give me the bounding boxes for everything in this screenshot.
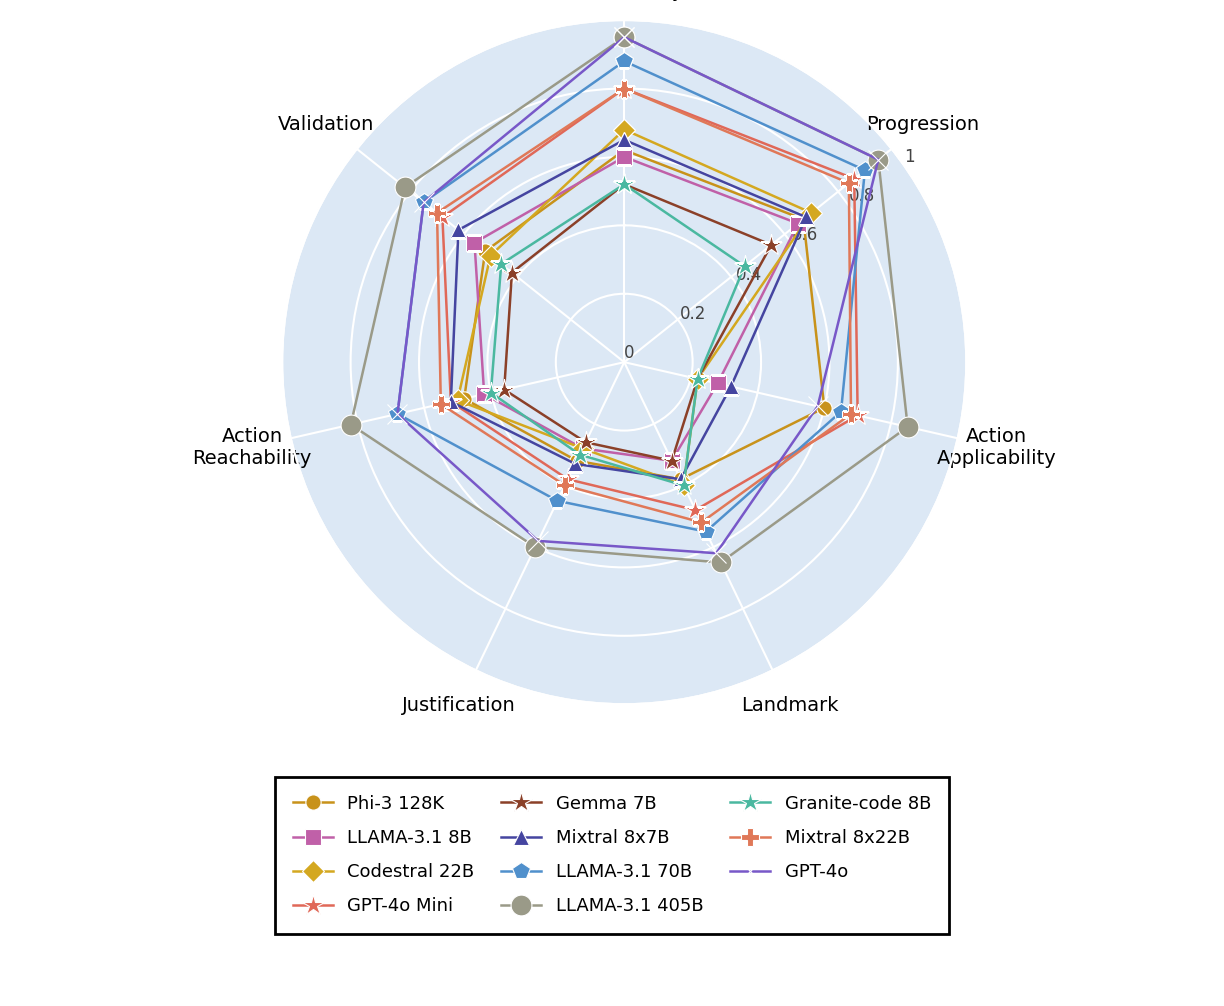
Legend: Phi-3 128K, LLAMA-3.1 8B, Codestral 22B, GPT-4o Mini, Gemma 7B, Mixtral 8x7B, LL: Phi-3 128K, LLAMA-3.1 8B, Codestral 22B,… — [275, 777, 949, 934]
